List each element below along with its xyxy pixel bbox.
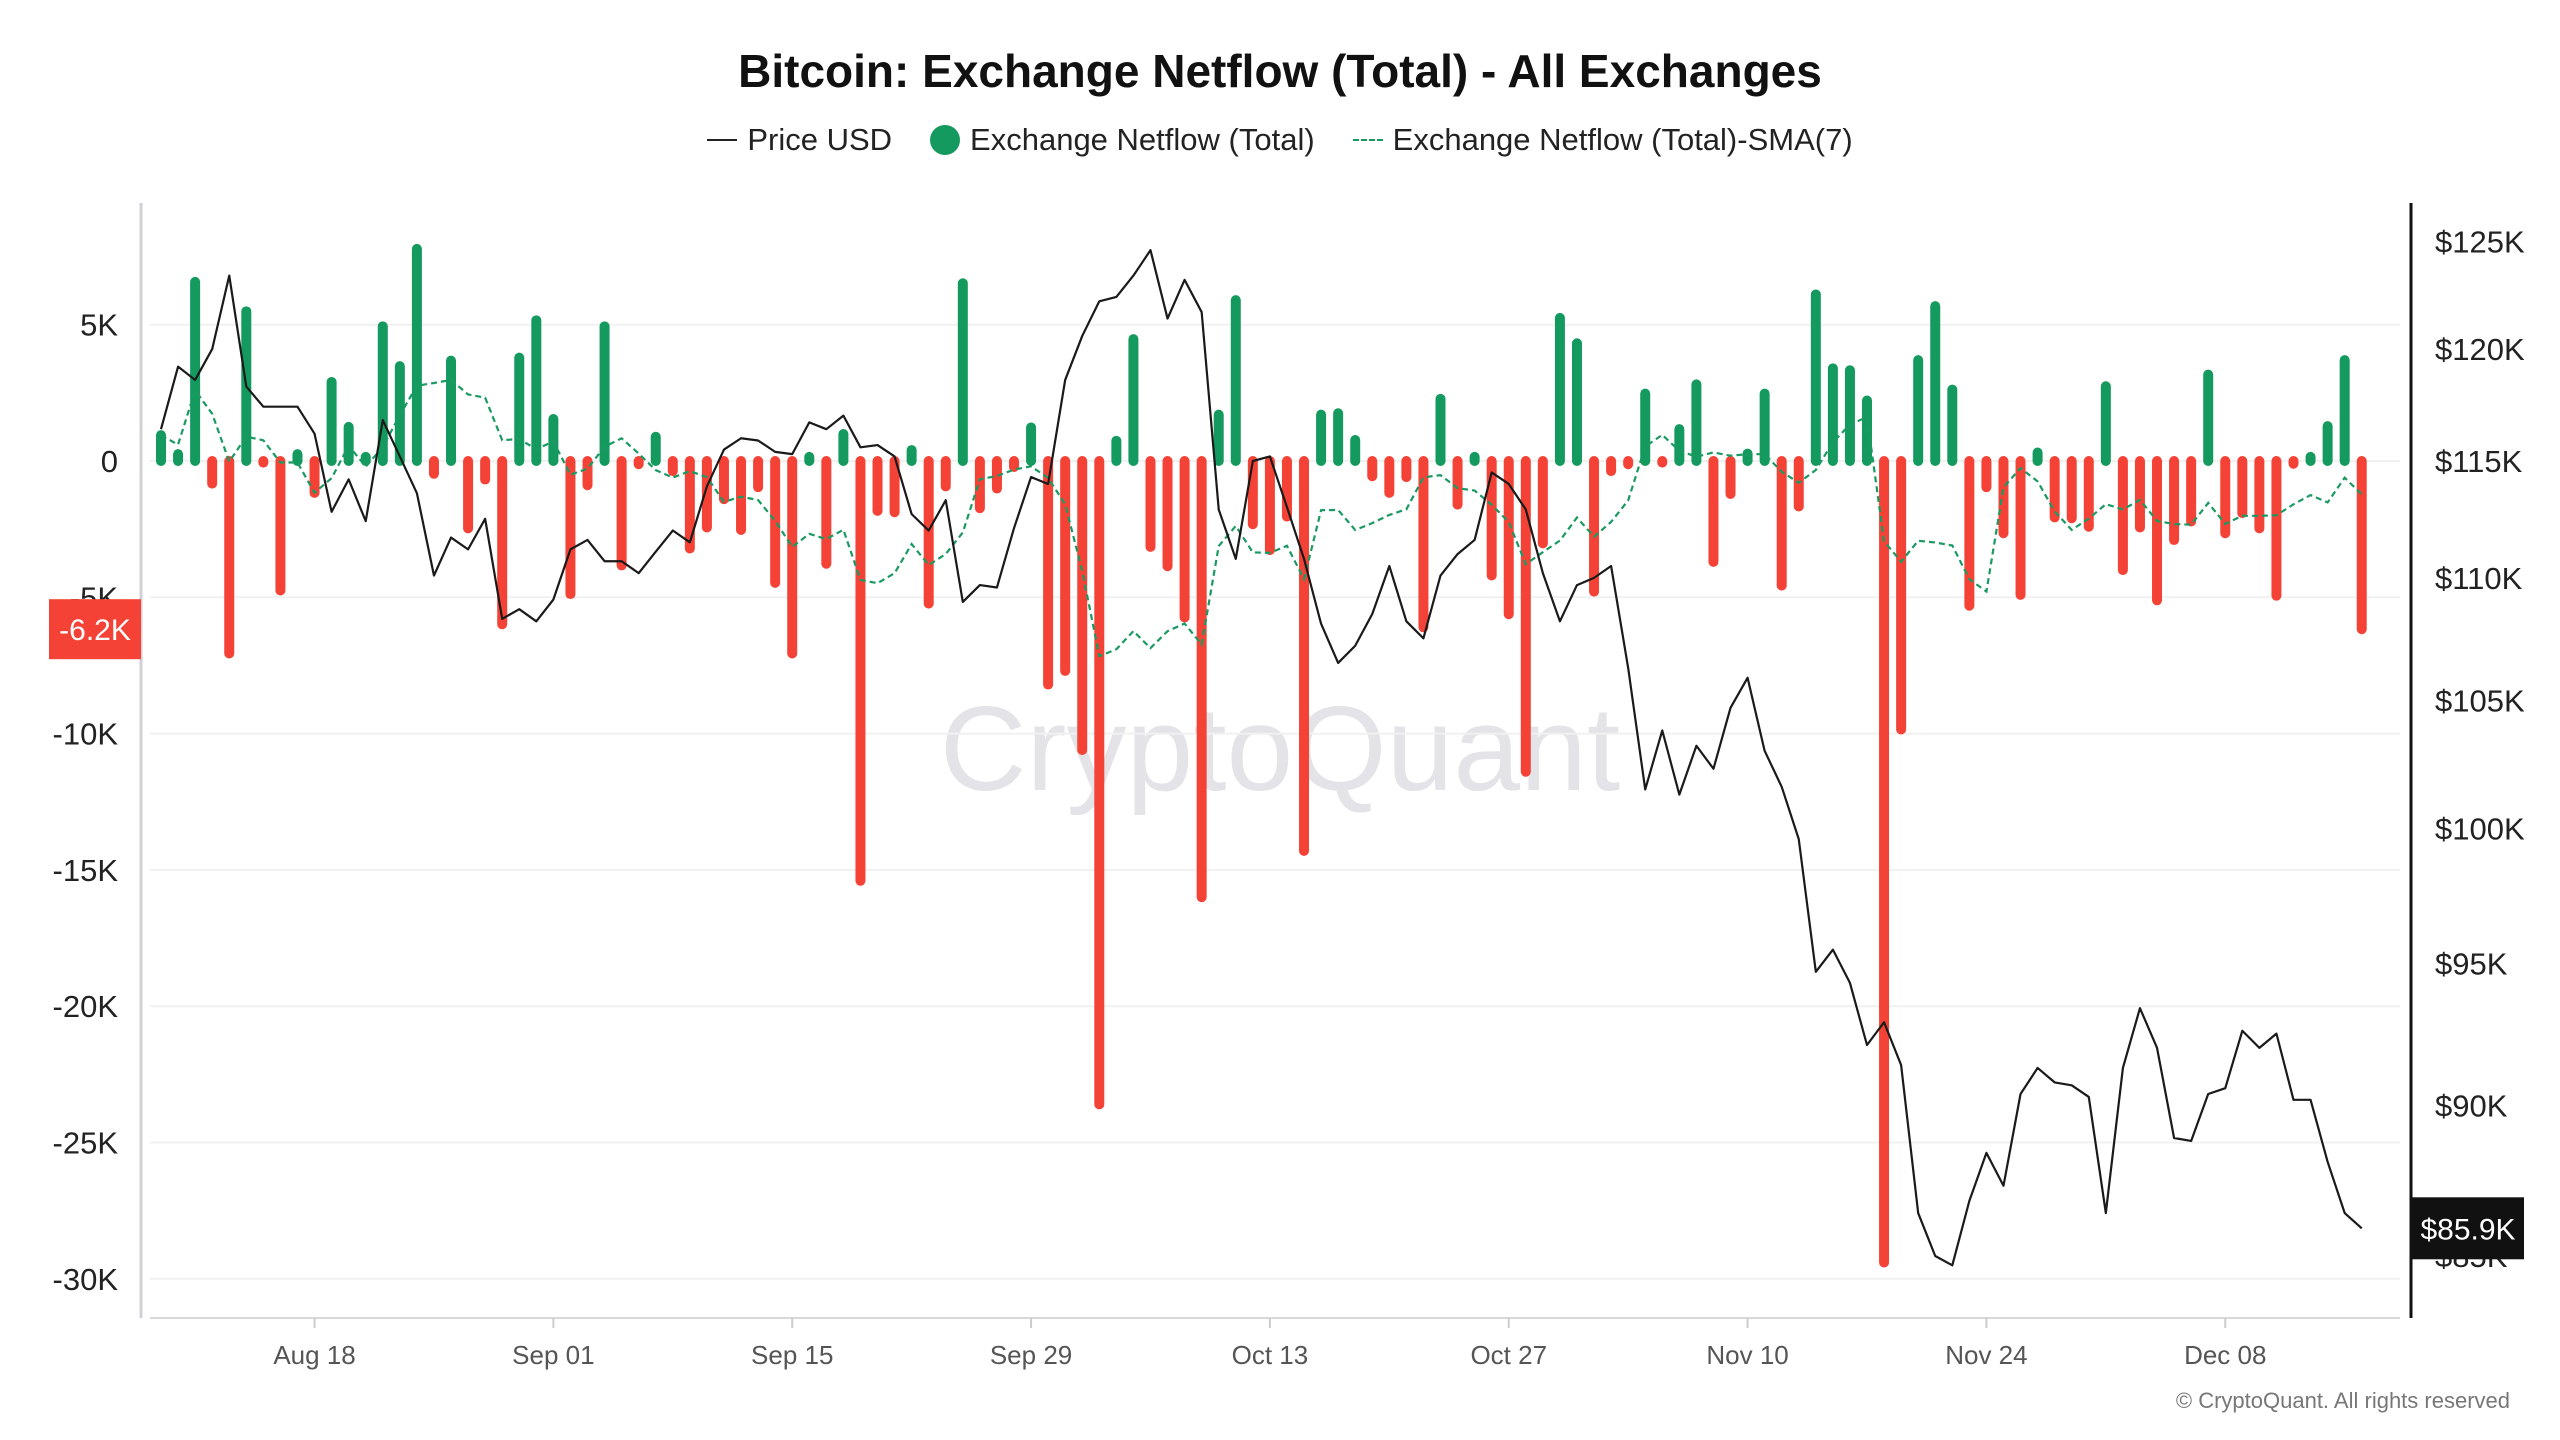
price-line	[159, 249, 2363, 1267]
x-tick-label: Oct 27	[1470, 1340, 1547, 1370]
sma-line	[160, 378, 2363, 658]
y-left-tick-label: -10K	[53, 717, 119, 752]
y-left-tick-label: -20K	[53, 989, 119, 1024]
x-tick-label: Nov 10	[1706, 1340, 1788, 1370]
legend-dot-swatch	[930, 125, 961, 155]
legend-item-netflow[interactable]: Exchange Netflow (Total)	[930, 122, 1315, 158]
x-tick-label: Oct 13	[1232, 1340, 1309, 1370]
x-tick-label: Nov 24	[1945, 1340, 2027, 1370]
y-left-tick-label: -25K	[53, 1126, 119, 1161]
chart-title: Bitcoin: Exchange Netflow (Total) - All …	[738, 45, 1822, 97]
y-right-tick-label: $110K	[2435, 561, 2523, 596]
x-tick-label: Sep 15	[751, 1340, 833, 1370]
legend-dashed-swatch	[1352, 139, 1383, 141]
y-right-tick-label: $90K	[2435, 1089, 2508, 1124]
netflow-last-value-label: -6.2K	[59, 614, 131, 647]
y-right-tick-label: $95K	[2435, 946, 2508, 981]
y-right-tick-label: $105K	[2435, 683, 2525, 718]
y-right-tick-label: $120K	[2435, 332, 2525, 367]
y-left-tick-label: -15K	[53, 853, 119, 888]
y-left-tick-label: 5K	[80, 308, 118, 343]
y-left-tick-label: 0	[101, 444, 118, 479]
price-last-value-tag	[2412, 1197, 2524, 1260]
legend: Price USD Exchange Netflow (Total) Excha…	[0, 122, 2560, 158]
legend-label: Price USD	[747, 122, 893, 157]
x-tick-label: Dec 08	[2184, 1340, 2266, 1370]
legend-label: Exchange Netflow (Total)	[970, 122, 1315, 157]
y-right-tick-label: $125K	[2435, 225, 2525, 260]
y-left-tick-label: -30K	[53, 1262, 119, 1297]
legend-item-sma[interactable]: Exchange Netflow (Total)-SMA(7)	[1352, 122, 1853, 158]
x-tick-label: Sep 01	[512, 1340, 594, 1370]
legend-label: Exchange Netflow (Total)-SMA(7)	[1392, 122, 1853, 157]
copyright-notice: © CryptoQuant. All rights reserved	[2175, 1388, 2510, 1413]
legend-line-swatch	[707, 139, 738, 141]
x-tick-label: Aug 18	[273, 1340, 355, 1370]
y-right-tick-label: $100K	[2435, 812, 2525, 847]
y-right-tick-label: $115K	[2435, 444, 2523, 479]
legend-item-price[interactable]: Price USD	[707, 122, 892, 158]
netflow-last-value-tag	[49, 599, 141, 660]
price-last-value-label: $85.9K	[2420, 1213, 2515, 1246]
x-tick-label: Sep 29	[990, 1340, 1072, 1370]
